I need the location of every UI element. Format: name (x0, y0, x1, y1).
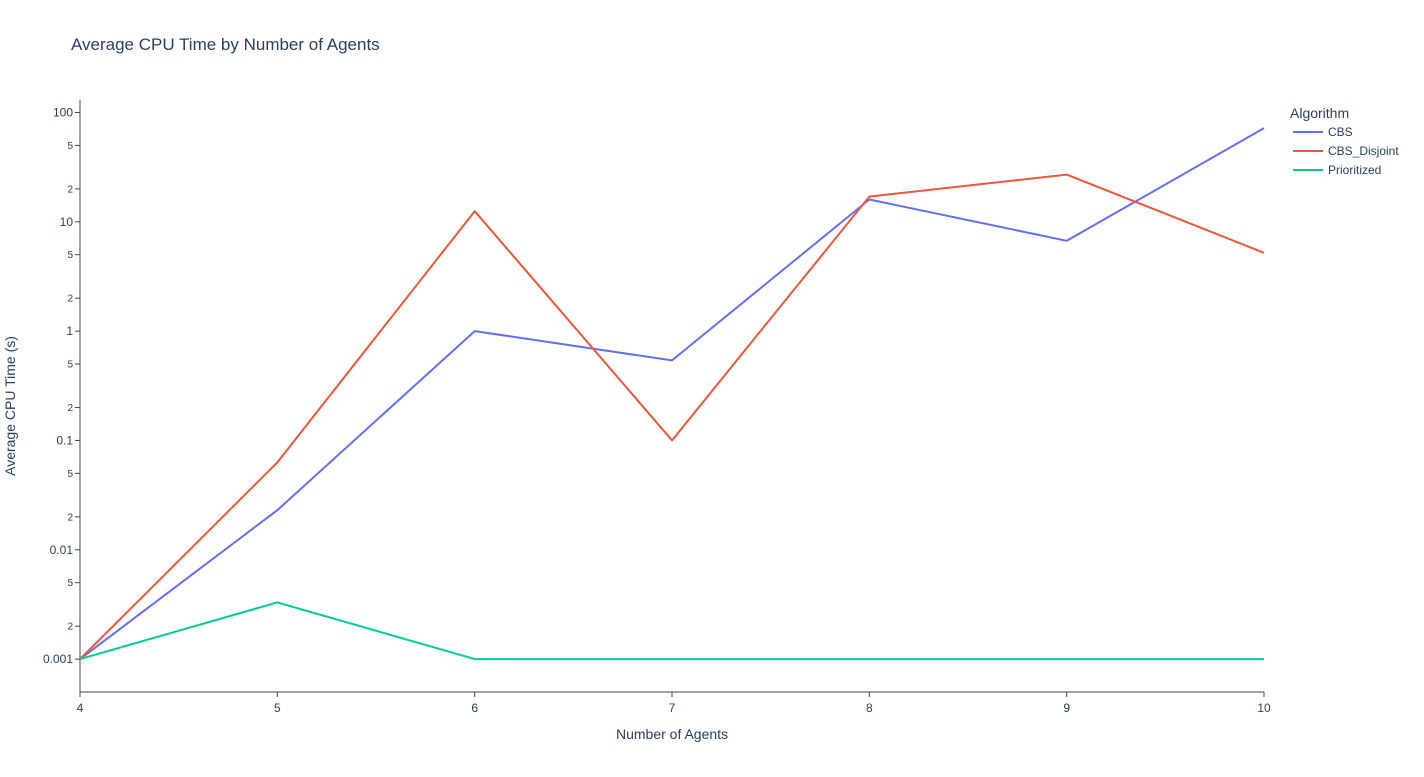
y-tick-label: 1 (66, 324, 73, 338)
y-minor-tick-label: 5 (67, 469, 73, 480)
axes (79, 100, 1264, 693)
x-tick-label: 9 (1063, 701, 1070, 715)
x-tick-label: 6 (471, 701, 478, 715)
y-minor-tick-label: 5 (67, 250, 73, 261)
legend[interactable]: Algorithm CBS CBS_Disjoint Prioritized (1290, 105, 1399, 177)
legend-item[interactable]: Prioritized (1293, 163, 1381, 177)
x-axis-title: Number of Agents (616, 726, 728, 742)
y-minor-tick-label: 2 (67, 512, 73, 523)
legend-item[interactable]: CBS_Disjoint (1293, 144, 1399, 158)
series-lines (79, 127, 1265, 661)
x-tick-label: 8 (866, 701, 873, 715)
y-axis-ticks: 0.001 0.01 0.1 1 10 100 2 5 2 5 2 5 2 5 2 5 (43, 105, 80, 666)
legend-label: CBS_Disjoint (1328, 144, 1399, 158)
y-tick-label: 0.1 (56, 433, 73, 447)
y-tick-label: 100 (53, 105, 73, 119)
y-tick-label: 10 (60, 215, 74, 229)
legend-label: CBS (1328, 125, 1353, 139)
series-line-prioritized (79, 601, 1264, 661)
x-tick-label: 10 (1257, 701, 1271, 715)
y-minor-tick-label: 2 (67, 622, 73, 633)
x-tick-label: 5 (274, 701, 281, 715)
y-minor-tick-label: 5 (67, 578, 73, 589)
y-tick-label: 0.01 (50, 543, 74, 557)
legend-item[interactable]: CBS (1293, 125, 1353, 139)
y-tick-label: 0.001 (43, 652, 73, 666)
y-minor-tick-label: 5 (67, 141, 73, 152)
y-axis-title: Average CPU Time (s) (2, 336, 18, 476)
legend-title: Algorithm (1290, 105, 1349, 121)
y-minor-tick-label: 2 (67, 184, 73, 195)
legend-label: Prioritized (1328, 163, 1381, 177)
x-axis-ticks: 4 5 6 7 8 9 10 (77, 692, 1271, 715)
x-tick-label: 4 (77, 701, 84, 715)
y-minor-tick-label: 5 (67, 360, 73, 371)
y-minor-tick-label: 2 (67, 294, 73, 305)
chart-title: Average CPU Time by Number of Agents (71, 35, 380, 54)
y-minor-tick-label: 2 (67, 403, 73, 414)
x-tick-label: 7 (669, 701, 676, 715)
series-line-cbs (79, 127, 1265, 660)
series-line-cbs-disjoint (79, 173, 1265, 660)
